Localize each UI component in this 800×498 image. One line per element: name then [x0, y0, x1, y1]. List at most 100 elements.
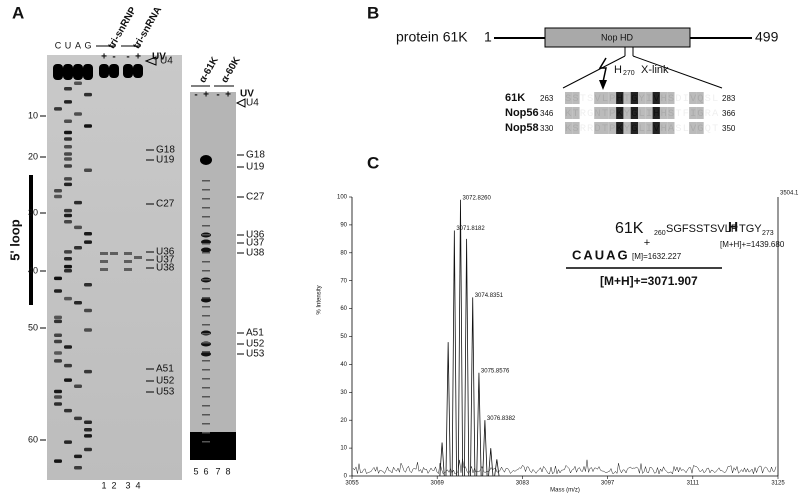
- band: [202, 216, 210, 218]
- band: [64, 264, 72, 269]
- band: [84, 92, 92, 97]
- band: [64, 152, 72, 156]
- band: [202, 333, 210, 335]
- xlink-arrow: [598, 57, 607, 83]
- band-label: C27: [156, 199, 175, 210]
- band: [110, 252, 118, 255]
- band: [64, 408, 72, 413]
- band: [84, 369, 92, 374]
- shade: [608, 107, 617, 119]
- band: [202, 315, 210, 317]
- band: [84, 168, 92, 172]
- alignment: 61K 263 SSTSVLPHTGYIVHSDIVQSL 283 Nop56 346 KT…: [505, 92, 736, 135]
- seq: SSTSVLPHTGYIVHSDIVQSL: [565, 93, 718, 105]
- band: [54, 395, 62, 399]
- band-label: A51: [246, 328, 264, 339]
- band: [202, 279, 210, 281]
- band: [84, 240, 92, 244]
- band: [100, 252, 108, 255]
- band: [64, 250, 72, 254]
- x-tick-label: 3069: [431, 481, 445, 487]
- peak-label: 3076.8382: [487, 416, 516, 422]
- band: [64, 345, 72, 349]
- peak: [457, 199, 464, 477]
- peptide-seq: TGY: [739, 223, 762, 235]
- max-intensity: 3504.1: [780, 191, 799, 197]
- uv-sign: -: [112, 52, 115, 63]
- shade: [696, 92, 704, 104]
- seq-from: 330: [540, 124, 554, 133]
- shade: [630, 122, 638, 134]
- band: [64, 213, 72, 218]
- band: [74, 384, 82, 389]
- band: [53, 64, 63, 80]
- shade: [616, 122, 624, 134]
- band: [202, 432, 210, 434]
- seq-name: Nop56: [505, 107, 539, 119]
- shade: [696, 122, 704, 134]
- band: [201, 297, 211, 303]
- band: [202, 342, 210, 344]
- band: [202, 288, 210, 290]
- lane-letter: U: [65, 40, 72, 50]
- lane-number: 6: [203, 466, 208, 476]
- band: [63, 64, 73, 80]
- band: [134, 256, 142, 259]
- shade: [652, 107, 660, 119]
- shade: [594, 92, 602, 104]
- uv-sign: -: [216, 90, 219, 101]
- band: [73, 64, 83, 80]
- shade: [696, 107, 704, 119]
- band: [99, 64, 109, 78]
- band-label: U19: [156, 155, 175, 166]
- zoom: [632, 55, 723, 89]
- band: [124, 268, 132, 271]
- shade: [667, 107, 675, 119]
- band: [109, 64, 119, 78]
- y-axis-label: % Intensity: [317, 285, 323, 314]
- shade: [623, 122, 631, 134]
- band: [202, 405, 210, 407]
- total-mass: [M+H]+=3071.907: [600, 274, 698, 288]
- band: [74, 112, 82, 116]
- y-tick-label: 100: [337, 195, 348, 201]
- shade: [630, 107, 638, 119]
- lane-number: 2: [111, 480, 116, 490]
- shade: [616, 92, 624, 104]
- band-label: G18: [156, 145, 175, 156]
- band: [133, 64, 143, 78]
- band: [84, 232, 92, 236]
- shade: [645, 92, 653, 104]
- band: [202, 225, 210, 227]
- band: [54, 189, 62, 193]
- band: [84, 434, 92, 438]
- band: [202, 441, 210, 443]
- band: [202, 234, 210, 236]
- band: [100, 268, 108, 271]
- y-tick-label: 50: [340, 334, 347, 340]
- shade: [638, 122, 646, 134]
- band: [64, 164, 72, 168]
- band-label: U36: [156, 247, 175, 258]
- band: [124, 260, 132, 263]
- band: [74, 465, 82, 470]
- seq-from: 263: [540, 94, 554, 103]
- peptide-mass: [M+H]+=1439.680: [720, 240, 785, 249]
- band: [123, 64, 133, 78]
- band: [84, 124, 92, 128]
- shade: [645, 122, 653, 134]
- band: [64, 363, 72, 368]
- band: [84, 328, 92, 332]
- plus: +: [644, 237, 650, 249]
- band: [74, 200, 82, 205]
- shade: [565, 92, 573, 104]
- shade: [572, 92, 580, 104]
- band: [74, 225, 82, 230]
- shade: [594, 107, 602, 119]
- shade: [623, 107, 631, 119]
- peak: [482, 420, 488, 477]
- gel-b: [190, 92, 236, 460]
- uv-label: UV: [152, 52, 166, 63]
- band-label: U37: [246, 238, 265, 249]
